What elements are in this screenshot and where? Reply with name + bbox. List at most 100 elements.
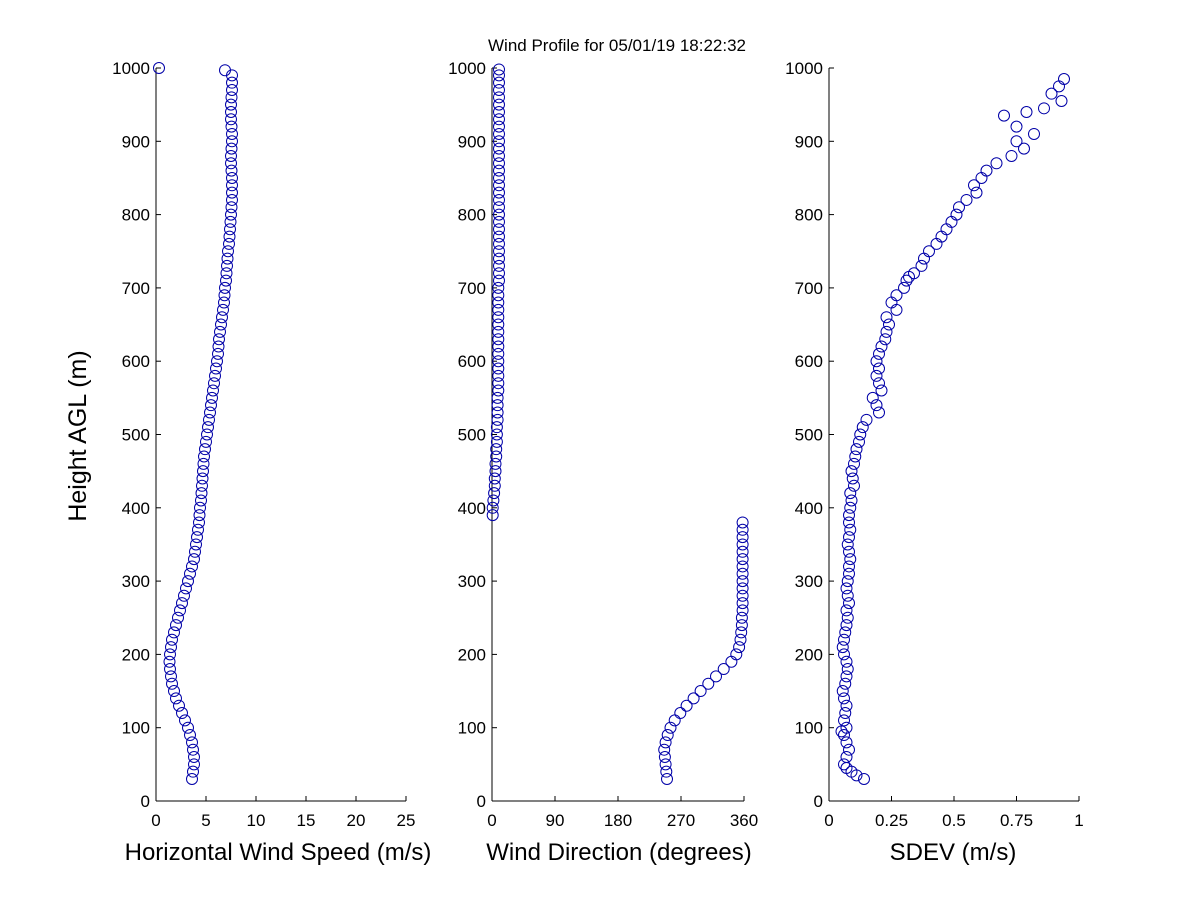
sdev-data-point — [840, 751, 853, 764]
speed-data-point — [222, 245, 234, 258]
sdev-data-point — [1038, 102, 1050, 115]
direction-data-point — [493, 164, 505, 177]
sdev-data-point — [1028, 127, 1040, 140]
direction-data-point — [687, 692, 700, 705]
direction-data-point — [493, 142, 505, 155]
speed-data-point — [166, 633, 178, 646]
sdev-data-point — [843, 516, 855, 529]
speed-data-point — [188, 751, 200, 764]
direction-data-point — [493, 259, 505, 272]
speed-data-point — [211, 355, 223, 368]
direction-data-point — [492, 340, 505, 353]
sdev-data-point — [890, 289, 903, 302]
direction-data-point — [659, 758, 672, 771]
speed-data-point — [219, 64, 231, 77]
direction-y-tick-label: 300 — [458, 572, 486, 591]
speed-data-point — [225, 91, 238, 104]
sdev-y-tick-label: 700 — [795, 279, 823, 298]
direction-data-point — [710, 670, 722, 683]
speed-data-point — [208, 377, 220, 390]
speed-data-point — [153, 62, 165, 74]
sdev-data-point — [848, 479, 860, 492]
speed-data-point — [225, 98, 237, 111]
direction-data-point — [717, 663, 730, 676]
speed-data-point — [186, 560, 198, 573]
direction-data-point — [736, 553, 749, 566]
sdev-data-point — [839, 626, 852, 639]
sdev-data-point — [843, 567, 855, 580]
sdev-data-point — [950, 208, 963, 221]
sdev-data-point — [873, 377, 885, 390]
direction-data-point — [736, 582, 749, 595]
sdev-data-point — [848, 457, 860, 470]
sdev-data-point — [866, 391, 879, 404]
direction-data-point — [736, 597, 749, 610]
direction-data-point — [492, 303, 505, 316]
speed-data-point — [188, 758, 200, 771]
sdev-data-point — [843, 509, 855, 522]
sdev-x-axis-label: SDEV (m/s) — [890, 839, 1017, 866]
sdev-data-point — [1058, 72, 1070, 85]
speed-data-point — [200, 435, 212, 448]
y-axis-label: Height AGL (m) — [64, 350, 92, 521]
direction-data-point — [734, 633, 747, 646]
direction-data-point — [660, 765, 673, 778]
speed-data-point — [166, 677, 178, 690]
sdev-data-point — [838, 729, 850, 742]
speed-data-point — [207, 384, 219, 397]
sdev-data-point — [1010, 135, 1023, 148]
sdev-data-point — [860, 413, 873, 426]
speed-x-tick-label: 25 — [397, 811, 416, 830]
direction-data-point — [492, 296, 505, 309]
sdev-data-point — [844, 553, 857, 566]
direction-data-point — [493, 208, 505, 221]
sdev-data-point — [840, 619, 853, 632]
speed-y-tick-label: 100 — [122, 719, 150, 738]
direction-data-point — [487, 494, 500, 507]
direction-data-point — [492, 362, 505, 375]
sdev-data-point — [908, 267, 920, 280]
direction-data-point — [736, 523, 749, 536]
speed-data-point — [224, 215, 237, 228]
sdev-data-point — [1018, 142, 1030, 155]
speed-data-point — [182, 721, 194, 734]
speed-data-point — [215, 318, 227, 331]
sdev-data-point — [841, 538, 854, 551]
direction-data-point — [493, 157, 505, 170]
sdev-panel: SDEV (m/s) 0 100 200 300 400 500 600 700 800 900 1… — [785, 59, 1084, 866]
direction-x-tick-label: 90 — [546, 811, 565, 830]
sdev-data-point — [883, 318, 895, 331]
speed-data-point — [225, 113, 237, 126]
direction-data-point — [736, 545, 749, 558]
direction-data-point — [489, 465, 502, 478]
speed-data-point — [196, 472, 209, 485]
speed-data-point — [210, 362, 222, 375]
direction-data-point — [491, 399, 504, 412]
sdev-data-point — [880, 311, 893, 324]
direction-y-tick-label: 0 — [477, 792, 486, 811]
sdev-data-point — [875, 384, 888, 397]
direction-data-point — [659, 736, 672, 749]
direction-data-point — [492, 289, 505, 302]
direction-data-point — [658, 743, 671, 756]
direction-data-point — [492, 333, 505, 346]
speed-data-point — [165, 670, 177, 683]
sdev-data-point — [980, 164, 993, 177]
sdev-data-point — [838, 633, 850, 646]
direction-data-point — [493, 120, 505, 133]
speed-data-point — [172, 611, 184, 624]
sdev-y-tick-label: 500 — [795, 426, 823, 445]
direction-y-tick-label: 900 — [458, 132, 486, 151]
direction-data-point — [736, 604, 749, 617]
direction-data-point — [493, 223, 505, 236]
speed-data-point — [184, 729, 196, 742]
speed-panel: Horizontal Wind Speed (m/s) 010020030040… — [112, 59, 431, 866]
speed-data-point — [221, 259, 233, 272]
direction-data-point — [661, 729, 674, 742]
sdev-data-point — [990, 157, 1003, 170]
sdev-data-point — [1055, 94, 1068, 107]
speed-data-point — [165, 641, 177, 654]
speed-data-point — [198, 450, 210, 463]
sdev-data-point — [854, 428, 867, 441]
speed-data-point — [212, 347, 224, 360]
